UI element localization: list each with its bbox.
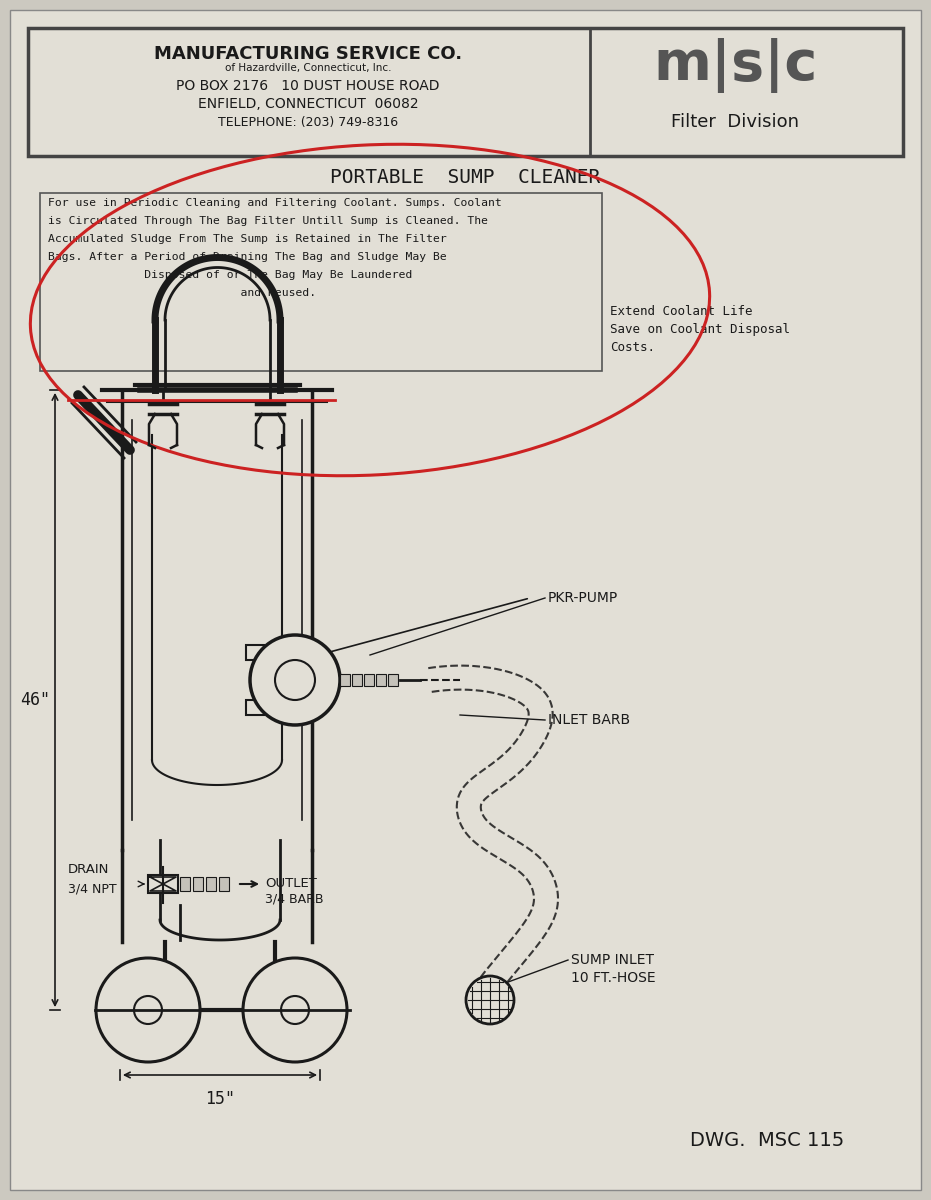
Text: DRAIN: DRAIN [68,863,109,876]
Text: m|s|c: m|s|c [653,38,817,92]
Text: Accumulated Sludge From The Sump is Retained in The Filter: Accumulated Sludge From The Sump is Reta… [48,234,447,244]
Circle shape [243,958,347,1062]
Text: Extend Coolant Life: Extend Coolant Life [610,305,752,318]
Circle shape [96,958,200,1062]
Text: 15": 15" [205,1090,235,1108]
Text: DWG.  MSC 115: DWG. MSC 115 [690,1130,844,1150]
Text: is Circulated Through The Bag Filter Untill Sump is Cleaned. The: is Circulated Through The Bag Filter Unt… [48,216,488,226]
Bar [340,674,350,686]
Bar [28,28,903,156]
Text: PO BOX 2176   10 DUST HOUSE ROAD: PO BOX 2176 10 DUST HOUSE ROAD [176,79,439,92]
Text: For use in Periodic Cleaning and Filtering Coolant. Sumps. Coolant: For use in Periodic Cleaning and Filteri… [48,198,502,208]
Text: Bags. After a Period of Draining The Bag and Sludge May Be: Bags. After a Period of Draining The Bag… [48,252,447,262]
Text: of Hazardville, Connecticut, Inc.: of Hazardville, Connecticut, Inc. [224,62,391,73]
Bar [40,193,602,371]
Text: INLET BARB: INLET BARB [548,713,630,727]
Text: PKR-PUMP: PKR-PUMP [548,590,618,605]
Text: Costs.: Costs. [610,341,655,354]
Bar [364,674,374,686]
Circle shape [466,976,514,1024]
Bar [148,875,178,893]
Text: Save on Coolant Disposal: Save on Coolant Disposal [610,323,790,336]
Text: MANUFACTURING SERVICE CO.: MANUFACTURING SERVICE CO. [154,44,462,62]
Bar [219,877,229,890]
Text: OUTLET: OUTLET [265,877,317,890]
Circle shape [250,635,340,725]
Bar [246,700,264,715]
Text: SUMP INLET: SUMP INLET [571,953,654,967]
Bar [246,646,264,660]
Bar [376,674,386,686]
Text: 3/4 BARB: 3/4 BARB [265,892,323,905]
Text: TELEPHONE: (203) 749-8316: TELEPHONE: (203) 749-8316 [218,116,398,128]
Text: 3/4 NPT: 3/4 NPT [68,882,116,895]
Text: 46": 46" [20,691,50,709]
Text: Filter  Division: Filter Division [671,113,799,131]
Bar [388,674,398,686]
Bar [180,877,190,890]
Text: and Reused.: and Reused. [48,288,317,298]
Text: 10 FT.-HOSE: 10 FT.-HOSE [571,971,655,985]
Bar [206,877,216,890]
Bar [352,674,362,686]
Text: Disposed of or The Bag May Be Laundered: Disposed of or The Bag May Be Laundered [48,270,412,280]
Bar [193,877,203,890]
Text: ENFIELD, CONNECTICUT  06082: ENFIELD, CONNECTICUT 06082 [197,97,418,110]
Text: PORTABLE  SUMP  CLEANER: PORTABLE SUMP CLEANER [330,168,600,187]
